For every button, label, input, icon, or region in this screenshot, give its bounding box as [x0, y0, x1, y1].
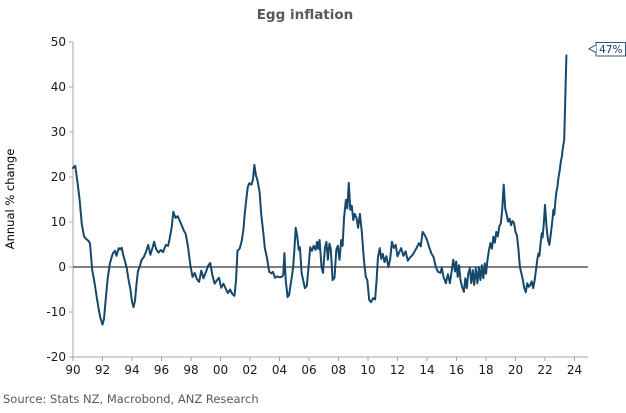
y-axis-title: Annual % change [3, 149, 17, 250]
y-tick-label: 50 [51, 35, 66, 49]
x-tick-label: 92 [95, 363, 110, 377]
x-tick-label: 22 [537, 363, 552, 377]
x-tick-label: 00 [213, 363, 228, 377]
x-tick-label: 18 [478, 363, 493, 377]
y-tick-label: -20 [46, 350, 66, 364]
y-tick-label: -10 [46, 305, 66, 319]
x-tick-label: 90 [65, 363, 80, 377]
callout-label: 47% [599, 44, 622, 56]
x-tick-label: 16 [449, 363, 464, 377]
x-tick-label: 08 [331, 363, 346, 377]
chart-title: Egg inflation [257, 7, 354, 23]
x-tick-label: 10 [360, 363, 375, 377]
y-tick-label: 20 [51, 170, 66, 184]
y-tick-label: 40 [51, 80, 66, 94]
x-tick-label: 04 [272, 363, 287, 377]
y-tick-label: 10 [51, 215, 66, 229]
x-tick-label: 02 [242, 363, 257, 377]
x-tick-label: 98 [183, 363, 198, 377]
y-tick-label: 30 [51, 125, 66, 139]
x-tick-label: 14 [419, 363, 434, 377]
egg-inflation-line [72, 54, 568, 326]
y-tick-label: 0 [58, 260, 66, 274]
callout-arrow-icon [587, 44, 597, 53]
x-tick-label: 94 [124, 363, 139, 377]
peak-callout: 47% [587, 42, 626, 57]
x-tick-label: 96 [154, 363, 169, 377]
source-note: Source: Stats NZ, Macrobond, ANZ Researc… [3, 392, 259, 406]
x-tick-label: 12 [390, 363, 405, 377]
x-tick-label: 20 [508, 363, 523, 377]
x-tick-label: 06 [301, 363, 316, 377]
x-tick-label: 24 [567, 363, 582, 377]
